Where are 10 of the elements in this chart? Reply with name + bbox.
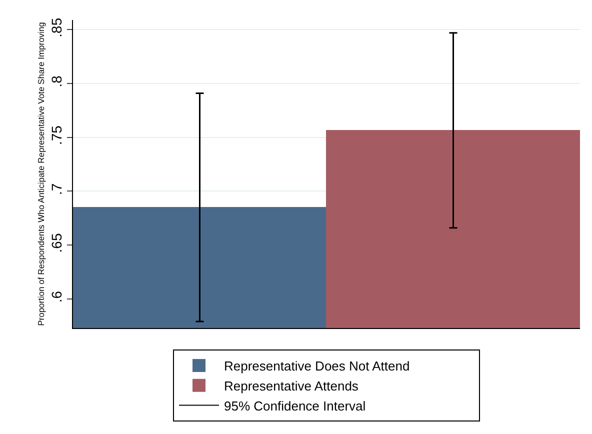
text: 95% Confidence Interval [224, 398, 366, 414]
y-tick-label: .65 [48, 233, 64, 253]
y-tick-label: .75 [48, 125, 64, 146]
y-tick-label: .7 [48, 183, 64, 195]
y-tick-label: .6 [48, 290, 64, 303]
y-tick-label: .85 [48, 18, 64, 38]
y-axis-title: Proportion of Respondents Who Anticipate Representative Vote Share Improving [36, 22, 46, 326]
y-tick-label: .8 [48, 75, 64, 88]
legend-label: Representative Attends [224, 378, 359, 394]
legend-label: Representative Does Not Attend [224, 358, 410, 374]
